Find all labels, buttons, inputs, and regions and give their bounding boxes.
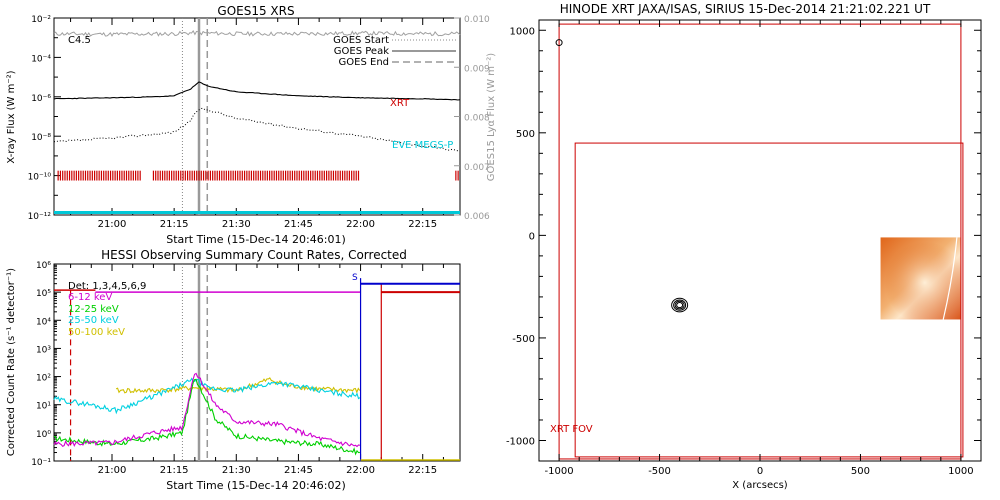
hessi-s-label: S: [352, 273, 358, 283]
goes-ytick-label: 10⁻⁶: [31, 94, 51, 104]
goes-eve-label: EVE MEGS-P: [392, 140, 453, 151]
goes-xtick-label: 21:30: [222, 219, 251, 230]
goes-ytick-label: 10⁻⁴: [31, 54, 51, 64]
goes-xtick-label: 21:45: [284, 219, 313, 230]
hinode-fov-inner: [574, 142, 964, 458]
hinode-xtick-label: 500: [851, 466, 870, 477]
hinode-panel: HINODE XRT JAXA/ISAS, SIRIUS 15-Dec-2014…: [506, 2, 982, 491]
hessi-xtick-label: 22:15: [408, 465, 437, 476]
hessi-ytick-label: 10⁻¹: [31, 458, 51, 468]
goes-xtick-label: 21:00: [98, 219, 127, 230]
hessi-series-50-100-kev: [115, 377, 361, 394]
goes-xtick-label: 22:00: [346, 219, 375, 230]
hessi-xtick-label: 22:00: [346, 465, 375, 476]
hinode-xtick-label: -500: [648, 466, 671, 477]
goes-frame: [53, 17, 461, 216]
legend-12-25: 12-25 keV: [68, 304, 119, 315]
hinode-xtick-label: -1000: [545, 466, 574, 477]
goes-xlabel: Start Time (15-Dec-14 20:46:01): [166, 233, 346, 246]
hinode-limb: [942, 237, 958, 320]
legend-goes-peak: GOES Peak: [334, 46, 389, 57]
goes-data: [53, 18, 461, 215]
hinode-contour: [674, 300, 685, 310]
hessi-legend: Det: 1,3,4,5,6,9 6-12 keV 12-25 keV 25-5…: [68, 281, 146, 338]
legend-goes-end: GOES End: [339, 57, 389, 68]
goes-ytick-right-label: 0.006: [464, 212, 490, 222]
hinode-contour: [676, 302, 684, 309]
goes-lya-series: [53, 29, 461, 37]
hessi-panel: HESSI Observing Summary Count Rates, Cor…: [6, 248, 461, 492]
goes-ytick-label: 10⁻²: [31, 15, 51, 25]
hessi-ytick-label: 10⁰: [36, 430, 51, 440]
hinode-title: HINODE XRT JAXA/ISAS, SIRIUS 15-Dec-2014…: [560, 2, 931, 16]
hessi-series-25-50-kev: [53, 377, 361, 415]
goes-xrt-label: XRT: [390, 98, 410, 109]
hessi-ytick-label: 10⁶: [36, 261, 51, 271]
legend-50-100: 50-100 keV: [68, 327, 125, 338]
hessi-frame: [53, 263, 461, 462]
hinode-ytick-label: -1000: [506, 436, 535, 447]
hinode-ytick-label: 500: [516, 129, 535, 140]
goes-panel: GOES15 XRS 21:00 21:15 21:30 21:45 22:00 22:1…: [6, 4, 497, 246]
goes-ylabel-right: GOES15 Lyα Flux (W m⁻²): [486, 53, 497, 181]
hessi-ytick-label: 10³: [36, 345, 51, 355]
hessi-xtick-label: 21:45: [284, 465, 313, 476]
hinode-fov-label: XRT FOV: [550, 424, 593, 435]
hessi-ytick-label: 10¹: [36, 402, 51, 412]
goes-ytick-right-label: 0.009: [464, 64, 490, 74]
goes-ytick-label: 10⁻¹⁰: [28, 173, 52, 183]
hessi-ylabel: Corrected Count Rate (s⁻¹ detector⁻¹): [6, 268, 17, 456]
goes-xrt-series: [53, 81, 461, 101]
hessi-ytick-label: 10⁴: [36, 317, 51, 327]
goes-legend: GOES Start GOES Peak GOES End: [333, 35, 456, 68]
hessi-data: [53, 264, 460, 461]
goes-ytick-label: 10⁻¹²: [28, 212, 52, 222]
hinode-xlabel: X (arcsecs): [732, 480, 788, 491]
goes-ytick-right-label: 0.008: [464, 114, 490, 124]
hessi-ytick-label: 10⁵: [36, 289, 51, 299]
hinode-ytick-label: 0: [529, 231, 535, 242]
legend-goes-start: GOES Start: [333, 35, 389, 46]
hessi-xtick-label: 21:30: [222, 465, 251, 476]
goes-xtick-label: 21:15: [160, 219, 189, 230]
goes-ylabel: X-ray Flux (W m⁻²): [6, 70, 17, 163]
hessi-xtick-label: 21:15: [160, 465, 189, 476]
hinode-ytick-label: -500: [512, 334, 535, 345]
goes-class-annotation: C4.5: [68, 35, 91, 46]
hessi-axes: 21:00 21:15 21:30 21:45 22:00 22:15 10⁶ 10⁵ 10⁴ 1…: [31, 261, 444, 476]
hinode-axes: -1000 -500 0 500 1000 1000 500 0 -500 -1000: [506, 20, 981, 477]
hessi-xlabel: Start Time (15-Dec-14 20:46:02): [166, 479, 346, 492]
hessi-series-12-25-kev: [54, 378, 360, 456]
goes-ytick-right-label: 0.010: [464, 15, 490, 25]
goes-ytick-label: 10⁻⁸: [31, 133, 51, 143]
hinode-data: [555, 23, 964, 460]
goes-title: GOES15 XRS: [217, 4, 294, 18]
goes-ytick-right-label: 0.007: [464, 163, 490, 173]
hinode-xtick-label: 0: [757, 466, 763, 477]
hinode-small-circle: [555, 39, 563, 47]
hinode-ytick-label: 1000: [510, 26, 535, 37]
hinode-contour: [673, 299, 687, 311]
hessi-ytick-label: 10²: [36, 374, 51, 384]
goes-1-8-series: [53, 107, 460, 152]
hessi-xtick-label: 21:00: [98, 465, 127, 476]
legend-25-50: 25-50 keV: [68, 315, 119, 326]
legend-6-12: 6-12 keV: [68, 292, 112, 303]
goes-eve-series: [54, 211, 460, 214]
goes-axes: 21:00 21:15 21:30 21:45 22:00 22:15 10⁻² 10⁻⁴ 10…: [28, 15, 490, 230]
hessi-series-6-12-kev: [53, 372, 361, 448]
hinode-solar-glow: [880, 237, 961, 320]
hinode-contour: [671, 297, 689, 313]
hessi-title: HESSI Observing Summary Count Rates, Cor…: [101, 248, 407, 262]
legend-det: Det: 1,3,4,5,6,9: [68, 281, 146, 292]
goes-xtick-label: 22:15: [408, 219, 437, 230]
hinode-xtick-label: 1000: [948, 466, 973, 477]
